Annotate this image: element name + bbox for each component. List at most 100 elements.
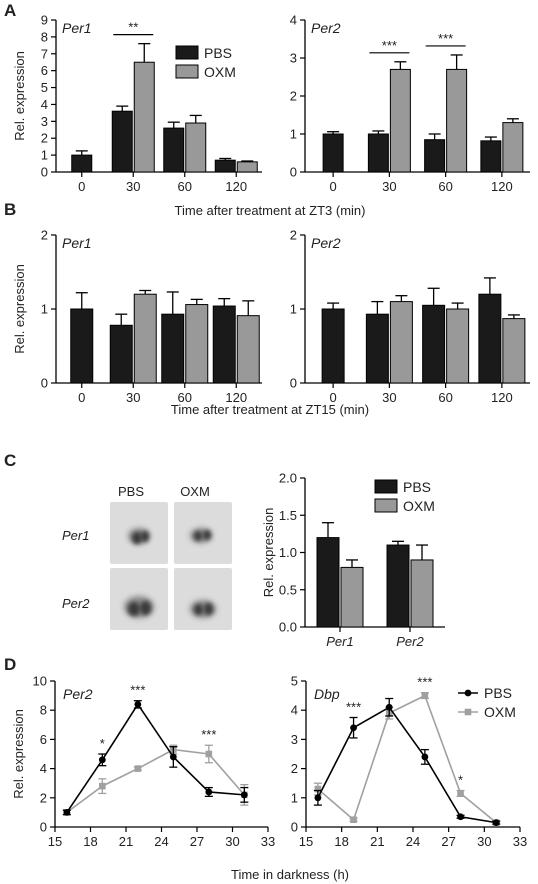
b-per1-bar-pbs bbox=[109, 324, 133, 384]
d-dbp-point-pbs bbox=[421, 753, 429, 761]
c-legend-label-oxm: OXM bbox=[403, 498, 435, 514]
chart-b-per1: 0 1 2 Rel. expression 0 30 60 120 Per1 bbox=[12, 228, 262, 405]
a-per2-x-tick-label: 0 bbox=[330, 179, 337, 194]
c-y-tick-label: 1.5 bbox=[279, 508, 297, 523]
a-per2-title: Per2 bbox=[311, 20, 341, 36]
b-per1-bar-oxm bbox=[185, 304, 209, 384]
d-dbp-x-tick-label: 15 bbox=[299, 834, 313, 849]
d-dbp-x-tick-label: 30 bbox=[477, 834, 491, 849]
c-y-tick-label: 2.0 bbox=[279, 471, 297, 486]
d-per2-significance-marker: * bbox=[100, 736, 105, 751]
d-dbp-x-tick-label: 33 bbox=[513, 834, 527, 849]
panel-label-a: A bbox=[4, 1, 16, 20]
a-per1-x-tick-label: 60 bbox=[178, 179, 192, 194]
d-per2-x-tick-label: 33 bbox=[261, 834, 275, 849]
b-per1-bar-oxm bbox=[133, 293, 157, 384]
b-per2-title: Per2 bbox=[311, 235, 341, 251]
axis-title-b-x: Time after treatment at ZT15 (min) bbox=[171, 402, 369, 417]
d-per2-y-tick-label: 10 bbox=[33, 674, 47, 689]
d-dbp-legend-marker-oxm bbox=[464, 708, 472, 716]
b-per1-bar-pbs bbox=[161, 313, 185, 384]
d-per2-x-tick-label: 30 bbox=[225, 834, 239, 849]
d-per2-point-pbs bbox=[169, 753, 177, 761]
a-per2-y-tick-label: 3 bbox=[290, 51, 297, 66]
d-per2-x-tick-label: 18 bbox=[83, 834, 97, 849]
d-dbp-x-tick-label: 27 bbox=[441, 834, 455, 849]
a-per1-y-tick-label: 1 bbox=[41, 148, 48, 163]
a-per2-x-tick-label: 120 bbox=[491, 179, 513, 194]
c-bar-oxm bbox=[410, 559, 434, 628]
ish-image-per1-oxm bbox=[174, 502, 232, 564]
d-per2-y-tick-label: 4 bbox=[40, 761, 47, 776]
b-per2-bar-pbs bbox=[365, 313, 389, 384]
d-per2-title: Per2 bbox=[63, 686, 93, 702]
d-dbp-point-pbs bbox=[350, 724, 357, 732]
b-per1-bar-pbs bbox=[70, 308, 94, 384]
b-per2-y-tick-label: 2 bbox=[290, 228, 297, 243]
b-per2-y-tick-label: 0 bbox=[290, 376, 297, 391]
a-per1-x-tick-label: 120 bbox=[225, 179, 247, 194]
d-dbp-series-line-pbs bbox=[317, 706, 497, 824]
a-per1-legend-swatch-oxm bbox=[175, 64, 199, 79]
b-per1-bar-oxm bbox=[236, 315, 260, 384]
a-per2-bar-oxm bbox=[502, 122, 524, 173]
a-per1-y-tick-label: 2 bbox=[41, 131, 48, 146]
d-dbp-point-pbs bbox=[492, 819, 500, 827]
chart-c: 0.0 0.5 1.0 1.5 2.0 Rel. expression Per1 Per2 PB… bbox=[261, 471, 445, 649]
a-per2-bar-oxm bbox=[446, 68, 468, 173]
c-bar-pbs bbox=[386, 544, 410, 628]
d-per2-x-tick-label: 15 bbox=[48, 834, 62, 849]
a-per2-x-tick-label: 60 bbox=[438, 179, 452, 194]
panel-label-b: B bbox=[4, 200, 16, 219]
d-per2-y-tick-label: 8 bbox=[40, 703, 47, 718]
a-per1-bar-pbs bbox=[163, 127, 185, 173]
d-dbp-point-oxm bbox=[457, 790, 464, 797]
a-per1-bar-pbs bbox=[111, 110, 133, 173]
a-per1-y-tick-label: 6 bbox=[41, 63, 48, 78]
d-per2-y-tick-label: 0 bbox=[40, 820, 47, 835]
d-dbp-point-pbs bbox=[385, 703, 393, 711]
a-per2-bar-pbs bbox=[322, 133, 344, 173]
d-dbp-series-line-oxm bbox=[317, 694, 497, 824]
b-per1-x-tick-label: 30 bbox=[126, 390, 140, 405]
panel-label-c: C bbox=[4, 451, 16, 470]
a-per1-bar-oxm bbox=[185, 122, 207, 173]
d-dbp-y-tick-label: 2 bbox=[291, 761, 298, 776]
d-dbp-legend-label-pbs: PBS bbox=[484, 685, 512, 701]
b-per1-y-tick-label: 1 bbox=[41, 302, 48, 317]
d-per2-x-tick-label: 27 bbox=[190, 834, 204, 849]
d-dbp-point-pbs bbox=[457, 813, 464, 821]
d-per2-x-tick-label: 24 bbox=[154, 834, 168, 849]
chart-a-per2: 0 1 2 3 4 0 30 60 120 Per2 *** *** bbox=[290, 13, 530, 194]
d-per2-point-oxm bbox=[134, 765, 142, 772]
d-per2-point-pbs bbox=[63, 809, 71, 816]
a-per1-title: Per1 bbox=[62, 20, 92, 36]
d-dbp-legend-label-oxm: OXM bbox=[484, 704, 516, 720]
c-legend-swatch-oxm bbox=[374, 498, 398, 513]
d-dbp-point-oxm bbox=[350, 816, 357, 823]
d-dbp-significance-marker: *** bbox=[417, 675, 432, 690]
c-bar-pbs bbox=[316, 537, 340, 628]
b-per1-x-tick-label: 120 bbox=[225, 390, 247, 405]
axis-title-a-x: Time after treatment at ZT3 (min) bbox=[175, 203, 366, 218]
axis-title-d-x: Time in darkness (h) bbox=[231, 867, 349, 882]
a-per1-y-tick-label: 0 bbox=[41, 165, 48, 180]
a-per1-x-tick-label: 30 bbox=[126, 179, 140, 194]
d-per2-point-pbs bbox=[205, 788, 213, 796]
d-dbp-y-tick-label: 0 bbox=[291, 820, 298, 835]
chart-a-per1: 0 1 2 3 4 5 6 7 89 Rel. expression 0 30 60 120 Per1 ** P… bbox=[12, 13, 262, 194]
c-y-tick-label: 0.5 bbox=[279, 582, 297, 597]
d-dbp-y-tick-label: 4 bbox=[291, 703, 298, 718]
b-per1-title: Per1 bbox=[62, 235, 92, 251]
c-bar-oxm bbox=[340, 566, 364, 628]
ish-image-per1-pbs bbox=[110, 502, 168, 564]
d-per2-significance-marker: *** bbox=[130, 683, 145, 698]
b-per2-bar-pbs bbox=[422, 304, 446, 384]
ish-image-per2-pbs bbox=[110, 568, 168, 630]
b-per1-x-tick-label: 0 bbox=[78, 390, 85, 405]
b-per2-bar-oxm bbox=[446, 308, 470, 384]
d-dbp-y-tick-label: 1 bbox=[291, 790, 298, 805]
c-x-tick-label: Per1 bbox=[326, 634, 353, 649]
